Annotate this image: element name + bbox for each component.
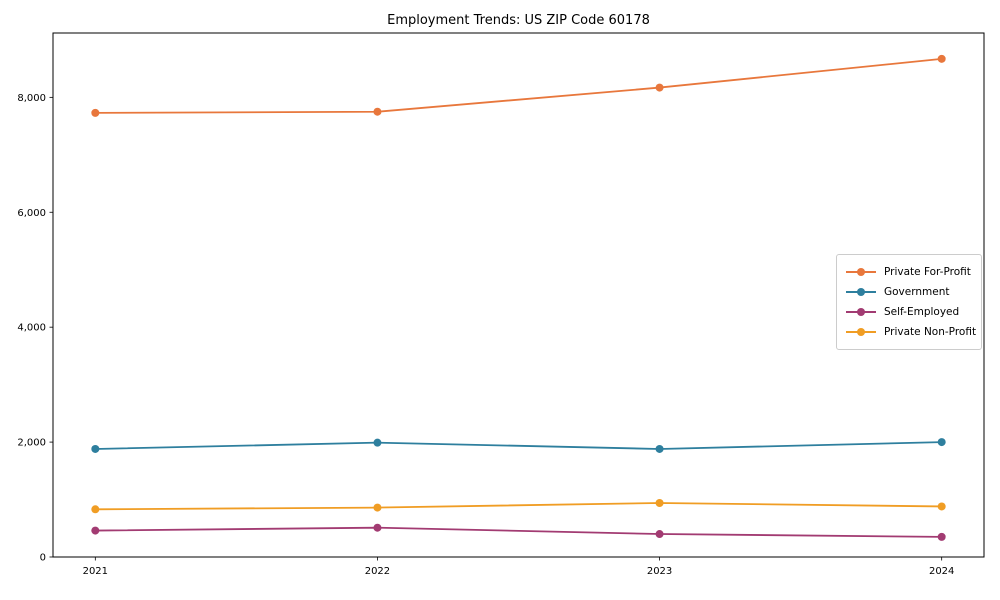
legend-sample-dot (857, 308, 865, 316)
axes-frame (52, 32, 985, 558)
legend-label: Private Non-Profit (884, 326, 977, 338)
x-tick-label: 2022 (365, 566, 390, 577)
data-point-self-employed (373, 523, 382, 532)
series-line-private-for-profit (94, 57, 943, 114)
series-line-self-employed (94, 526, 943, 538)
data-point-self-employed (937, 532, 946, 541)
data-point-private-non-profit (937, 502, 946, 511)
data-point-private-for-profit (655, 83, 664, 92)
y-tick-label: 2,000 (17, 438, 46, 449)
y-tick-label: 0 (40, 553, 46, 564)
data-point-self-employed (91, 526, 100, 535)
legend-label: Government (884, 286, 950, 298)
series-line-private-non-profit (94, 502, 943, 511)
data-point-self-employed (655, 530, 664, 539)
legend-line-marker-sample (846, 325, 876, 339)
legend-item: Government (846, 282, 973, 302)
data-point-private-non-profit (655, 498, 664, 507)
data-point-government (655, 444, 664, 453)
x-tick-label: 2021 (83, 566, 108, 577)
data-point-government (91, 444, 100, 453)
legend-item: Private For-Profit (846, 262, 973, 282)
legend-item: Self-Employed (846, 302, 973, 322)
legend-sample-dot (857, 328, 865, 336)
y-tick-label: 8,000 (17, 93, 46, 104)
data-point-private-non-profit (91, 505, 100, 514)
legend-line-marker-sample (846, 285, 876, 299)
legend: Private For-Profit Government Self-Employe… (836, 254, 982, 350)
x-tick-label: 2024 (929, 566, 954, 577)
legend-sample-dot (857, 268, 865, 276)
legend-item: Private Non-Profit (846, 322, 977, 342)
legend-sample-dot (857, 288, 865, 296)
data-point-private-for-profit (91, 108, 100, 117)
data-point-government (373, 438, 382, 447)
x-tick-label: 2023 (647, 566, 672, 577)
y-tick-label: 4,000 (17, 323, 46, 334)
chart-title: Employment Trends: US ZIP Code 60178 (387, 13, 650, 28)
data-point-government (937, 438, 946, 447)
series-line-government (94, 441, 943, 450)
data-point-private-for-profit (937, 54, 946, 63)
legend-line-marker-sample (846, 305, 876, 319)
legend-label: Private For-Profit (884, 266, 971, 278)
legend-label: Self-Employed (884, 306, 960, 318)
data-point-private-for-profit (373, 107, 382, 116)
data-point-private-non-profit (373, 503, 382, 512)
y-tick-label: 6,000 (17, 208, 46, 219)
legend-line-marker-sample (846, 265, 876, 279)
